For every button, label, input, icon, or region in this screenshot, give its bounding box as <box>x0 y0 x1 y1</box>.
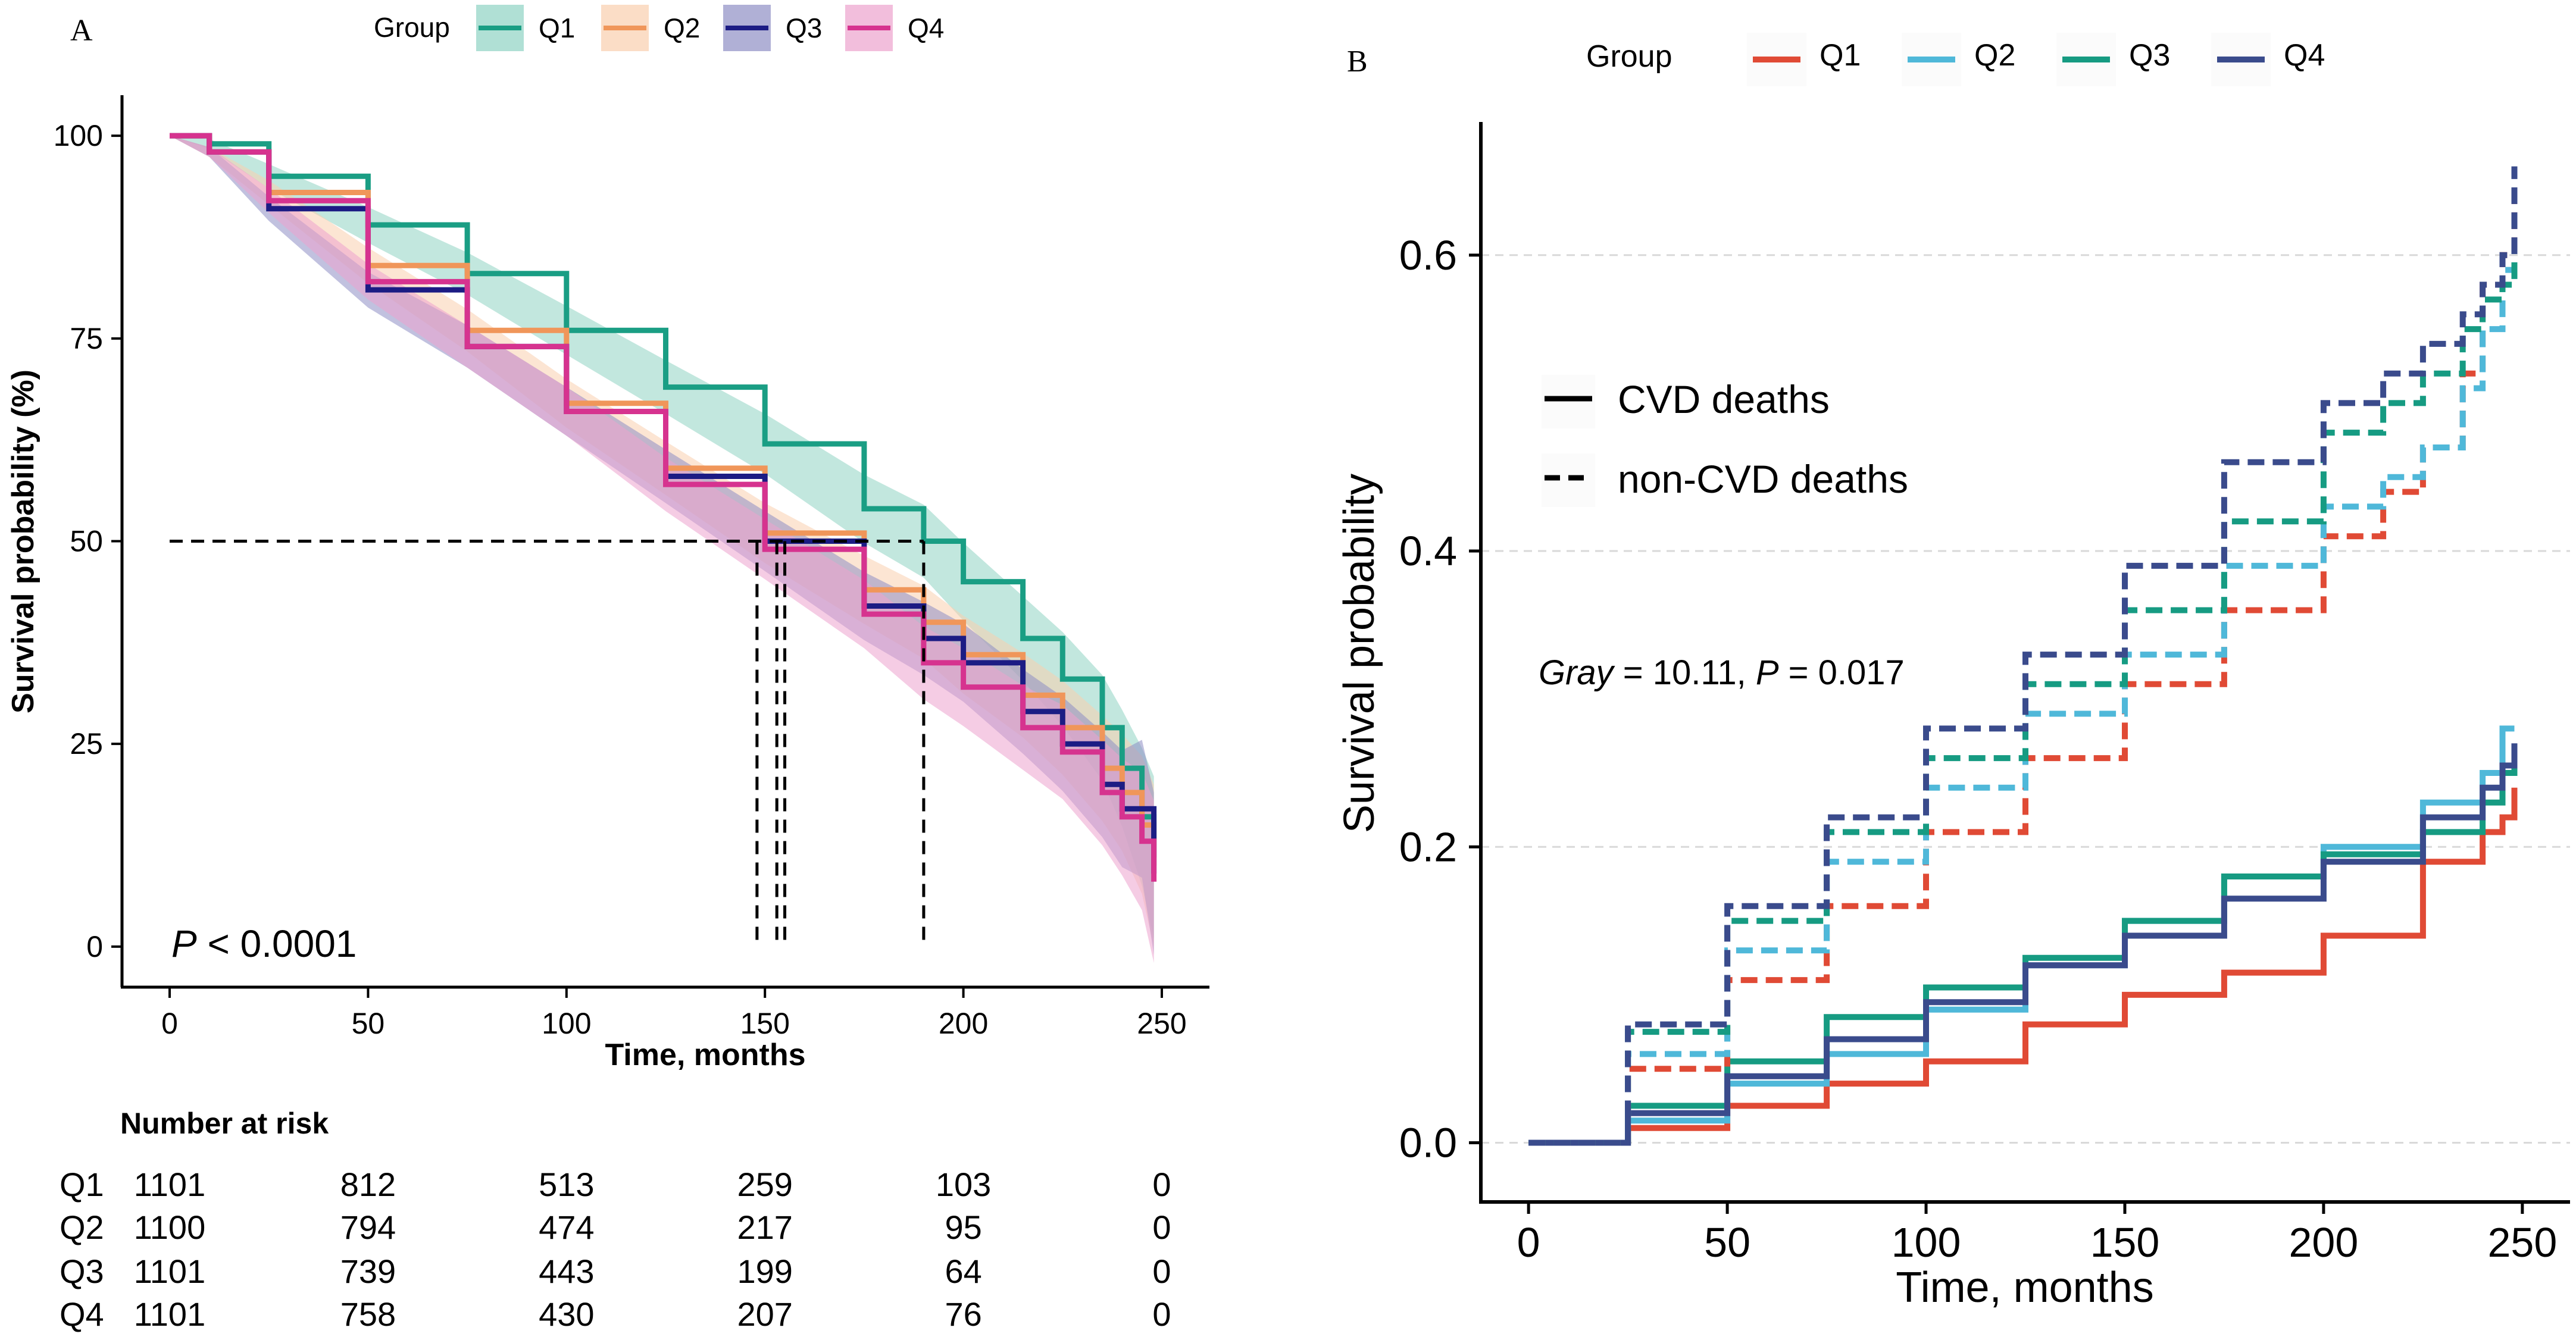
risk-table-cell: 430 <box>539 1295 594 1333</box>
y-tick-label: 25 <box>70 727 103 760</box>
panel-b-legend: Group Q1 Q2 Q3 Q4 <box>1586 33 2325 86</box>
y-tick-label: 0.6 <box>1399 232 1457 278</box>
risk-table-cell: 758 <box>340 1295 396 1333</box>
x-tick-label: 250 <box>2487 1219 2557 1266</box>
risk-table-cell: 739 <box>340 1253 396 1290</box>
panel-a-plot <box>170 133 1157 963</box>
incidence-curve-q1-cvd <box>1528 787 2518 1146</box>
x-tick-label: 150 <box>740 1007 789 1040</box>
panel-b-y-axis-label: Survival probability <box>1336 474 1383 833</box>
risk-table-group-q2: Q2 <box>60 1208 104 1246</box>
panel-a-legend: Group Q1 Q2 Q3 Q4 <box>374 5 944 51</box>
legend-label-q1: Q1 <box>539 12 575 43</box>
legend-label-q2: Q2 <box>1974 38 2015 73</box>
risk-table-cell: 794 <box>340 1208 396 1246</box>
linetype-label-cvd: CVD deaths <box>1618 377 1830 421</box>
risk-table-cell: 0 <box>1152 1166 1171 1203</box>
x-tick-label: 100 <box>1892 1219 1961 1266</box>
x-tick-label: 250 <box>1137 1007 1186 1040</box>
incidence-curve-q2-non-cvd <box>1528 240 2518 1146</box>
x-tick-label: 50 <box>1704 1219 1750 1266</box>
y-tick-label: 0.2 <box>1399 824 1457 870</box>
ci-band-q1 <box>170 136 1154 939</box>
legend-label-q1: Q1 <box>1820 38 1861 73</box>
y-tick-label: 0.0 <box>1399 1120 1457 1166</box>
legend-label-q4: Q4 <box>2284 38 2325 73</box>
y-tick-label: 0 <box>86 930 103 963</box>
x-tick-label: 0 <box>1517 1219 1540 1266</box>
incidence-curve-q4-non-cvd <box>1528 166 2518 1146</box>
x-tick-label: 200 <box>939 1007 988 1040</box>
risk-table-group-q4: Q4 <box>60 1295 104 1333</box>
panel-b-linetype-legend: CVD deaths non-CVD deaths <box>1542 375 1908 507</box>
y-tick-label: 0.4 <box>1399 528 1457 574</box>
ci-band-q3 <box>170 136 1154 955</box>
x-tick-label: 100 <box>542 1007 591 1040</box>
x-tick-label: 0 <box>161 1007 178 1040</box>
panel-a-survival-curves <box>170 133 1157 882</box>
risk-table-cell: 1100 <box>134 1208 205 1246</box>
y-tick-label: 75 <box>70 322 103 355</box>
linetype-label-non-cvd: non-CVD deaths <box>1618 457 1908 501</box>
y-tick-label: 50 <box>70 525 103 558</box>
risk-table-group-q1: Q1 <box>60 1166 104 1203</box>
panel-b-letter: B <box>1347 45 1368 79</box>
panel-b-legend-title: Group <box>1586 39 1672 74</box>
panel-a-letter: A <box>70 14 93 48</box>
risk-table-cell: 812 <box>340 1166 396 1203</box>
risk-table-cell: 103 <box>936 1166 991 1203</box>
panel-a-ticks: 0 50 100 150 200 250 0 25 50 75 100 <box>54 119 1187 1040</box>
risk-table-cell: 199 <box>737 1253 792 1290</box>
risk-table-cell: 95 <box>945 1208 981 1246</box>
incidence-curve-q3-cvd <box>1528 765 2518 1146</box>
incidence-curve-q4-cvd <box>1528 743 2518 1146</box>
panel-b-ticks: 0 50 100 150 200 250 0.0 0.2 0.4 0.6 <box>1399 232 2558 1266</box>
y-tick-label: 100 <box>54 119 103 152</box>
risk-table-cell: 1101 <box>134 1253 205 1290</box>
panel-a-risk-table: Number at risk Q1 1101 812 513 259 103 0 Q2 1100… <box>60 1107 1171 1333</box>
panel-b-incidence-curves <box>1528 166 2518 1146</box>
legend-label-q3: Q3 <box>2129 38 2170 73</box>
risk-table-cell: 1101 <box>134 1166 205 1203</box>
risk-table-title: Number at risk <box>120 1107 329 1140</box>
panel-a-median-reference-lines <box>170 540 926 947</box>
risk-table-cell: 0 <box>1152 1208 1171 1246</box>
survival-curve-q4 <box>170 133 1157 882</box>
panel-a-y-axis-label: Survival probability (%) <box>6 370 40 713</box>
legend-label-q2: Q2 <box>664 12 700 43</box>
panel-b: B Group Q1 Q2 Q3 Q4 0 50 100 150 200 250 0.0 0.2 0.… <box>1336 33 2570 1311</box>
risk-table-cell: 1101 <box>134 1295 205 1333</box>
linetype-key-bg-solid <box>1542 375 1595 428</box>
panel-a-x-axis-label: Time, months <box>605 1038 805 1072</box>
risk-table-cell: 64 <box>945 1253 981 1290</box>
risk-table-cell: 259 <box>737 1166 792 1203</box>
risk-table-cell: 207 <box>737 1295 792 1333</box>
panel-a-legend-items: Q1 Q2 Q3 Q4 <box>476 5 944 51</box>
risk-table-cell: 513 <box>539 1166 594 1203</box>
risk-table-cell: 76 <box>945 1295 981 1333</box>
risk-table-cell: 0 <box>1152 1253 1171 1290</box>
panel-a-p-value-annotation: P < 0.0001 <box>171 922 357 965</box>
risk-table-cell: 0 <box>1152 1295 1171 1333</box>
legend-label-q4: Q4 <box>908 12 944 43</box>
legend-label-q3: Q3 <box>786 12 822 43</box>
panel-b-legend-items: Q1 Q2 Q3 Q4 <box>1747 33 2325 86</box>
risk-table-group-q3: Q3 <box>60 1253 104 1290</box>
x-tick-label: 50 <box>352 1007 385 1040</box>
panel-b-x-axis-label: Time, months <box>1896 1264 2153 1311</box>
panel-a: A Group Q1 Q2 Q3 Q4 0 50 100 150 200 250 0 25 50 75 1… <box>6 5 1209 1333</box>
risk-table-cell: 217 <box>737 1208 792 1246</box>
x-tick-label: 150 <box>2090 1219 2160 1266</box>
risk-table-cell: 474 <box>539 1208 594 1246</box>
panel-b-gray-test-annotation: Gray = 10.11, P = 0.017 <box>1539 653 1905 692</box>
incidence-curve-q3-non-cvd <box>1528 255 2518 1146</box>
panel-a-legend-title: Group <box>374 12 450 43</box>
panel-a-confidence-bands <box>170 136 1154 963</box>
risk-table-cell: 443 <box>539 1253 594 1290</box>
x-tick-label: 200 <box>2289 1219 2359 1266</box>
